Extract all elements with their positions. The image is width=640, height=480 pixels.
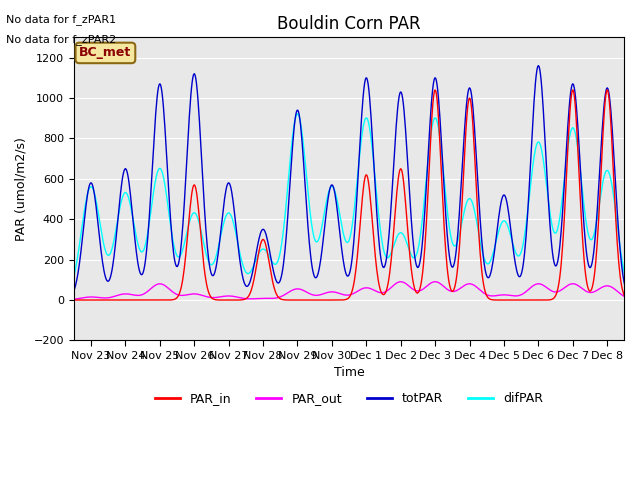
Text: BC_met: BC_met xyxy=(79,47,132,60)
Text: No data for f_zPAR2: No data for f_zPAR2 xyxy=(6,34,116,45)
Legend: PAR_in, PAR_out, totPAR, difPAR: PAR_in, PAR_out, totPAR, difPAR xyxy=(150,387,548,410)
Y-axis label: PAR (umol/m2/s): PAR (umol/m2/s) xyxy=(15,137,28,241)
X-axis label: Time: Time xyxy=(333,366,365,379)
Title: Bouldin Corn PAR: Bouldin Corn PAR xyxy=(277,15,421,33)
Text: No data for f_zPAR1: No data for f_zPAR1 xyxy=(6,14,116,25)
